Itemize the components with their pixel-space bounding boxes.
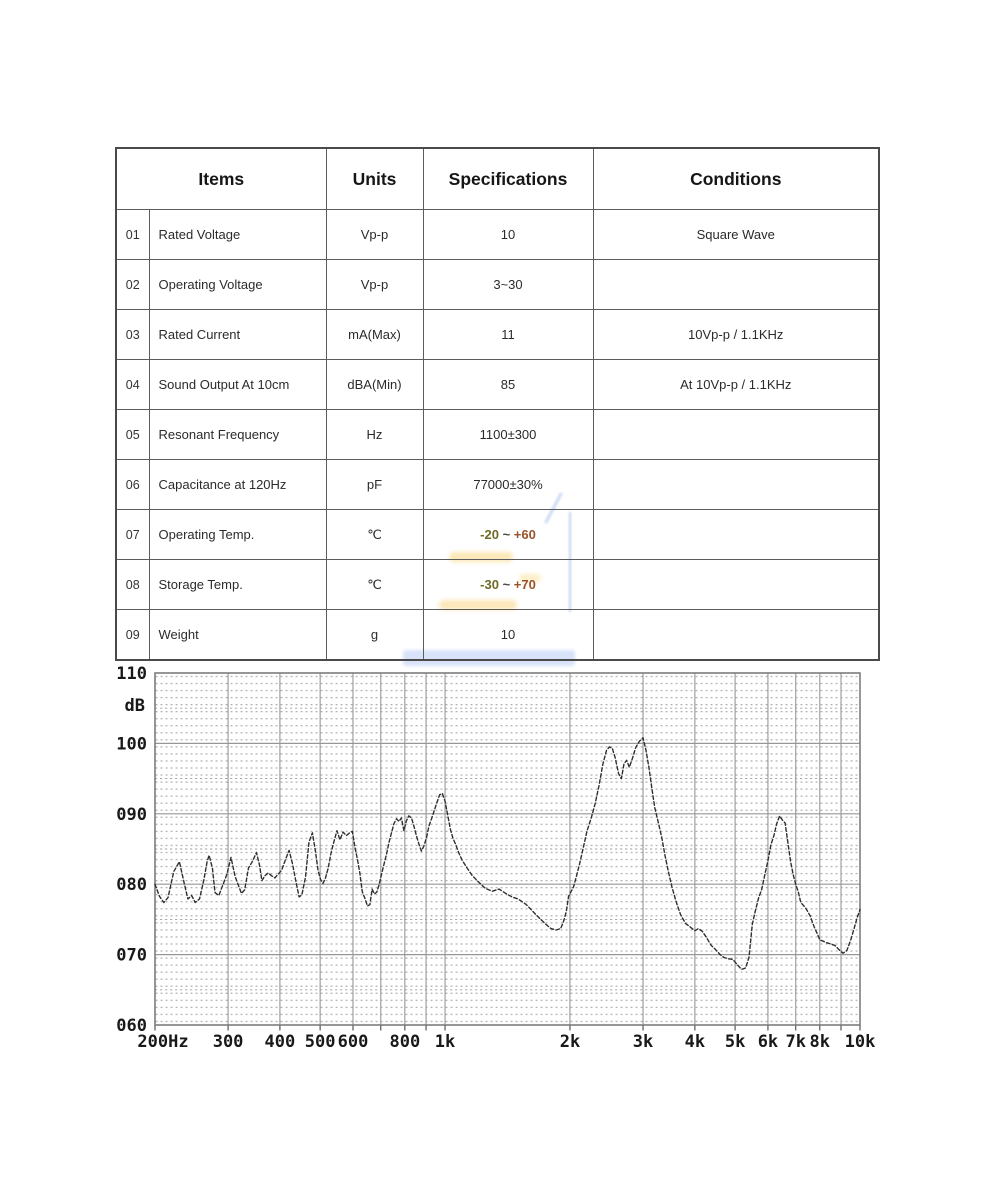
svg-text:110: 110 <box>116 664 147 684</box>
spec-value: 10 <box>422 609 594 661</box>
unit-value: Vp-p <box>325 259 424 310</box>
item-name: Rated Voltage <box>148 209 327 260</box>
chart-grid <box>154 672 861 1031</box>
row-number: 03 <box>115 309 150 360</box>
item-name: Sound Output At 10cm <box>148 359 327 410</box>
spec-value: -20 ~ +60 <box>422 509 594 560</box>
item-name: Weight <box>148 609 327 661</box>
condition-value <box>592 409 880 460</box>
spec-row: 05 Resonant Frequency Hz 1100±300 <box>115 409 880 460</box>
item-name: Operating Voltage <box>148 259 327 310</box>
svg-text:200Hz: 200Hz <box>137 1032 188 1052</box>
row-number: 06 <box>115 459 150 510</box>
spec-value: -30 ~ +70 <box>422 559 594 610</box>
spec-table-body: 01 Rated Voltage Vp-p 10 Square Wave 02 Operat… <box>115 209 880 661</box>
svg-text:080: 080 <box>116 875 147 895</box>
row-number: 08 <box>115 559 150 610</box>
spec-row: 01 Rated Voltage Vp-p 10 Square Wave <box>115 209 880 260</box>
svg-text:300: 300 <box>213 1032 244 1052</box>
svg-text:090: 090 <box>116 805 147 825</box>
header-items: Items <box>115 147 327 210</box>
svg-text:100: 100 <box>116 734 147 754</box>
condition-value <box>592 459 880 510</box>
header-specifications: Specifications <box>422 147 594 210</box>
condition-value <box>592 559 880 610</box>
spec-row: 03 Rated Current mA(Max) 11 10Vp-p / 1.1KHz <box>115 309 880 360</box>
row-number: 05 <box>115 409 150 460</box>
condition-value <box>592 259 880 310</box>
svg-text:600: 600 <box>338 1032 369 1052</box>
spec-row: 06 Capacitance at 120Hz pF 77000±30% <box>115 459 880 510</box>
unit-value: ℃ <box>325 559 424 610</box>
unit-value: Vp-p <box>325 209 424 260</box>
svg-text:1k: 1k <box>435 1032 455 1052</box>
spec-row: 07 Operating Temp. ℃ -20 ~ +60 <box>115 509 880 560</box>
spec-value: 10 <box>422 209 594 260</box>
spec-row: 04 Sound Output At 10cm dBA(Min) 85 At 10Vp-… <box>115 359 880 410</box>
condition-value <box>592 609 880 661</box>
spec-value: 85 <box>422 359 594 410</box>
spec-value: 3~30 <box>422 259 594 310</box>
spec-table-header: Items Units Specifications Conditions <box>115 147 880 210</box>
y-axis-labels: 110 100 090 080 070 060 dB <box>116 664 147 1036</box>
item-name: Capacitance at 120Hz <box>148 459 327 510</box>
svg-text:4k: 4k <box>685 1032 705 1052</box>
frequency-response-svg: 110 100 090 080 070 060 dB 200Hz 300 400 500 600 800… <box>116 664 875 1052</box>
condition-value <box>592 509 880 560</box>
svg-text:3k: 3k <box>633 1032 653 1052</box>
svg-text:500: 500 <box>305 1032 336 1052</box>
svg-text:8k: 8k <box>810 1032 830 1052</box>
row-number: 02 <box>115 259 150 310</box>
svg-text:400: 400 <box>265 1032 296 1052</box>
x-axis-labels: 200Hz 300 400 500 600 800 1k 2k 3k 4k 5k 6k 7k 8k 10k <box>137 1032 875 1052</box>
unit-value: g <box>325 609 424 661</box>
item-name: Storage Temp. <box>148 559 327 610</box>
svg-text:800: 800 <box>389 1032 420 1052</box>
frequency-response-chart: 110 100 090 080 070 060 dB 200Hz 300 400 500 600 800… <box>0 640 1000 1080</box>
item-name: Operating Temp. <box>148 509 327 560</box>
svg-text:2k: 2k <box>560 1032 580 1052</box>
y-axis-unit: dB <box>125 696 145 716</box>
spec-row: 08 Storage Temp. ℃ -30 ~ +70 <box>115 559 880 610</box>
spec-value: 11 <box>422 309 594 360</box>
spec-value: 1100±300 <box>422 409 594 460</box>
spec-table: Items Units Specifications Conditions 01… <box>115 147 880 661</box>
unit-value: dBA(Min) <box>325 359 424 410</box>
svg-text:7k: 7k <box>785 1032 805 1052</box>
header-units: Units <box>325 147 424 210</box>
svg-text:10k: 10k <box>845 1032 876 1052</box>
unit-value: mA(Max) <box>325 309 424 360</box>
row-number: 04 <box>115 359 150 410</box>
svg-text:060: 060 <box>116 1016 147 1036</box>
condition-value: At 10Vp-p / 1.1KHz <box>592 359 880 410</box>
svg-text:070: 070 <box>116 946 147 966</box>
spec-value: 77000±30% <box>422 459 594 510</box>
svg-text:6k: 6k <box>758 1032 778 1052</box>
response-curve <box>154 737 861 971</box>
condition-value: Square Wave <box>592 209 880 260</box>
condition-value: 10Vp-p / 1.1KHz <box>592 309 880 360</box>
row-number: 07 <box>115 509 150 560</box>
unit-value: ℃ <box>325 509 424 560</box>
item-name: Resonant Frequency <box>148 409 327 460</box>
spec-row: 02 Operating Voltage Vp-p 3~30 <box>115 259 880 310</box>
spec-row: 09 Weight g 10 <box>115 609 880 661</box>
row-number: 09 <box>115 609 150 661</box>
item-name: Rated Current <box>148 309 327 360</box>
unit-value: pF <box>325 459 424 510</box>
header-conditions: Conditions <box>592 147 880 210</box>
svg-text:5k: 5k <box>725 1032 745 1052</box>
unit-value: Hz <box>325 409 424 460</box>
row-number: 01 <box>115 209 150 260</box>
